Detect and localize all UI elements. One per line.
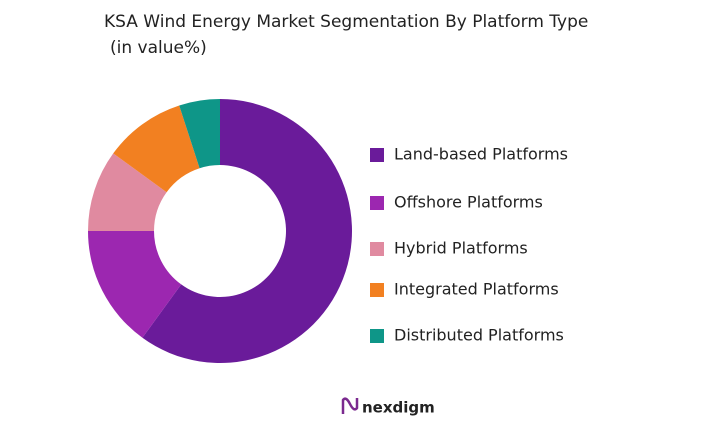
brand-logo: nexdigm (341, 397, 435, 417)
legend-swatch (370, 242, 384, 256)
legend-label: Offshore Platforms (394, 193, 543, 212)
legend-label: Land-based Platforms (394, 145, 568, 164)
legend-swatch (370, 196, 384, 210)
legend-label: Hybrid Platforms (394, 239, 528, 258)
donut-slice (113, 105, 200, 193)
legend-swatch (370, 283, 384, 297)
donut-slice (142, 99, 352, 363)
legend-swatch (370, 329, 384, 343)
chart-subtitle: (in value%) (110, 38, 207, 58)
brand-name: nexdigm (362, 399, 435, 417)
donut-slice (88, 153, 167, 231)
legend-label: Distributed Platforms (394, 326, 564, 345)
donut-slice (179, 99, 220, 169)
brand-icon (341, 397, 359, 414)
legend-label: Integrated Platforms (394, 280, 559, 299)
legend-swatch (370, 148, 384, 162)
chart-title: KSA Wind Energy Market Segmentation By P… (104, 12, 588, 32)
donut-slice (88, 231, 182, 338)
